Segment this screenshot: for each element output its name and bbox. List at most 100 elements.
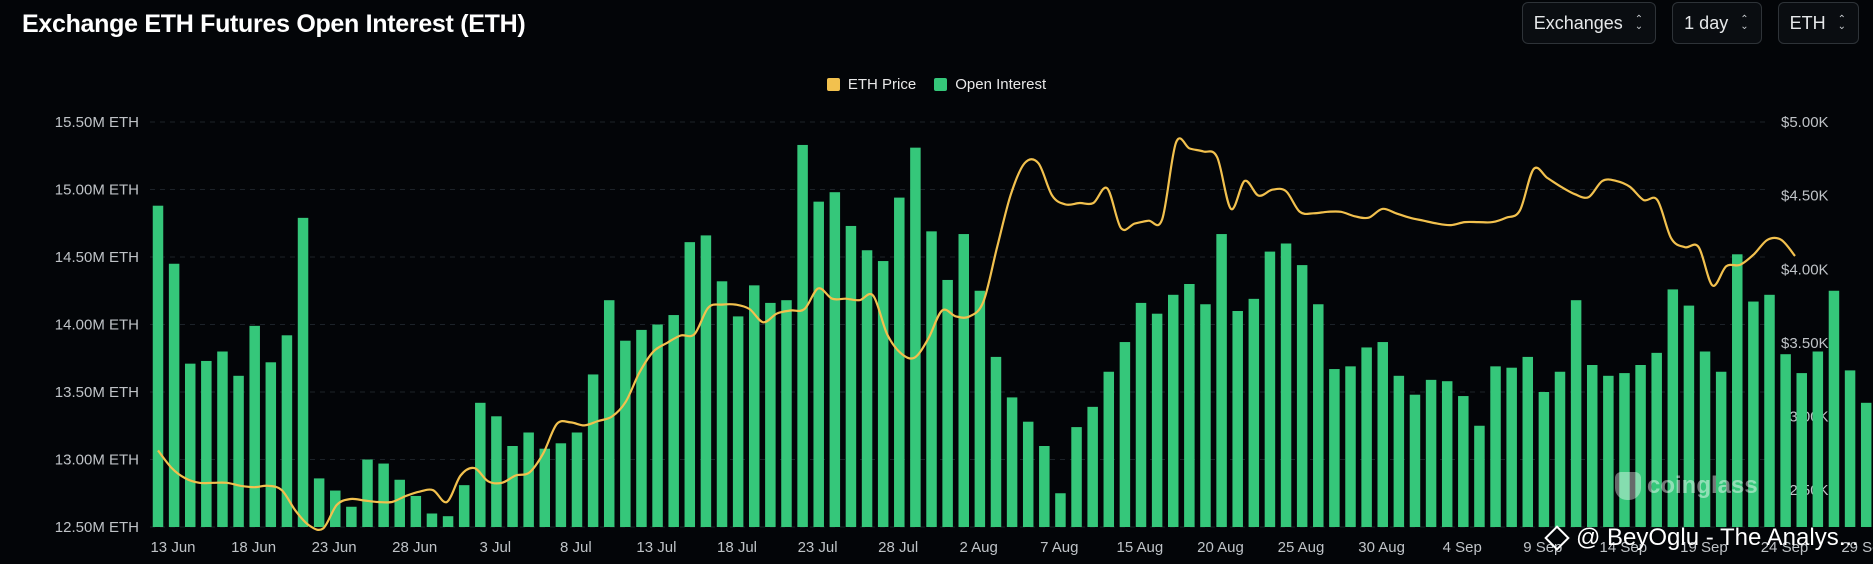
x-axis-tick-label: 4 Sep: [1443, 539, 1482, 556]
interval-select[interactable]: 1 day ⌃ ⌄: [1672, 2, 1762, 44]
open-interest-bar: [346, 506, 357, 527]
open-interest-bar: [845, 225, 857, 527]
chevron-updown-icon: ⌃ ⌄: [1837, 14, 1846, 32]
interval-select-label: 1 day: [1684, 12, 1729, 33]
open-interest-bar: [1280, 243, 1292, 527]
open-interest-bar: [926, 231, 937, 527]
open-interest-bar: [974, 290, 986, 527]
open-interest-bar: [1474, 425, 1485, 527]
open-interest-bar: [636, 329, 647, 527]
open-interest-bar: [1200, 304, 1211, 527]
open-interest-bar: [1345, 366, 1356, 527]
open-interest-bar: [1715, 371, 1727, 527]
credit-overlay: @ BeyOglu - The Analys...: [1544, 524, 1859, 552]
open-interest-bar: [539, 448, 551, 527]
x-axis-tick-label: 18 Jun: [231, 539, 276, 556]
chart-controls: Exchanges ⌃ ⌄ 1 day ⌃ ⌄ ETH ⌃ ⌄: [1521, 2, 1859, 44]
right-axis-tick-label: $5.00K: [1781, 114, 1829, 131]
open-interest-bar: [829, 192, 841, 527]
open-interest-bar: [281, 335, 293, 527]
open-interest-bar: [1458, 396, 1469, 527]
exchanges-select-label: Exchanges: [1533, 12, 1623, 33]
eth-price-line-group: [157, 137, 1796, 531]
open-interest-bar: [652, 324, 663, 527]
open-interest-bar: [217, 351, 228, 527]
open-interest-bar: [1812, 351, 1824, 527]
chevron-updown-icon: ⌃ ⌄: [1740, 14, 1749, 32]
open-interest-bar: [1764, 294, 1775, 527]
open-interest-bar: [732, 316, 744, 527]
x-axis-tick-label: 24 Sep: [1761, 539, 1809, 556]
x-axis-tick-label: 25 Aug: [1278, 539, 1325, 556]
open-interest-bar: [1490, 366, 1501, 527]
open-interest-bar: [1554, 371, 1566, 527]
x-axis-tick-label: 13 Jun: [150, 539, 195, 556]
open-interest-bar: [1184, 284, 1195, 527]
open-interest-bar: [861, 250, 873, 527]
x-axis: 13 Jun 18 Jun 23 Jun 28 Jun 3 Jul 8 Jul 13 Jul…: [150, 539, 1873, 556]
open-interest-bar: [426, 513, 438, 527]
open-interest-bar: [1699, 351, 1711, 527]
open-interest-bar: [1506, 367, 1517, 527]
x-axis-tick-label: 8 Jul: [560, 539, 592, 556]
open-interest-bar: [1296, 265, 1308, 527]
open-interest-bar: [265, 362, 277, 527]
x-axis-tick-label: 29 Sep: [1841, 539, 1873, 556]
open-interest-bar: [877, 261, 889, 527]
open-interest-bar: [1087, 406, 1098, 527]
coinglass-watermark: coinglass: [1615, 472, 1758, 500]
credit-text: @ BeyOglu - The Analys...: [1576, 524, 1859, 551]
unit-select[interactable]: ETH ⌃ ⌄: [1777, 2, 1859, 44]
open-interest-bar: [410, 495, 422, 527]
open-interest-bar: [1425, 379, 1437, 527]
open-interest-bar: [1748, 301, 1759, 527]
legend-swatch-eth-price: [826, 78, 840, 91]
open-interest-bar: [1828, 290, 1840, 527]
open-interest-bar: [1732, 254, 1743, 528]
open-interest-bar: [1119, 342, 1131, 527]
legend-item-open-interest[interactable]: Open Interest: [934, 76, 1046, 93]
open-interest-bar: [958, 234, 969, 528]
open-interest-bar: [442, 516, 454, 527]
open-interest-bar: [458, 485, 470, 527]
eth-price-line: [157, 137, 1796, 531]
watermark-text: coinglass: [1647, 472, 1758, 499]
open-interest-bar: [797, 144, 808, 527]
legend-swatch-open-interest: [934, 78, 948, 91]
open-interest-bar: [249, 325, 260, 527]
open-interest-bars: [152, 144, 1872, 528]
open-interest-bar: [1361, 347, 1372, 527]
x-axis-tick-label: 30 Aug: [1358, 539, 1405, 556]
x-axis-tick-label: 9 Sep: [1523, 539, 1562, 556]
open-interest-bar: [1603, 375, 1614, 527]
open-interest-bar: [603, 300, 615, 527]
right-axis-tick-label: $4.00K: [1781, 261, 1829, 278]
open-interest-bar: [201, 360, 212, 527]
left-axis-tick-label: 13.00M ETH: [55, 452, 139, 469]
open-interest-bar: [313, 478, 325, 527]
open-interest-bar: [1135, 302, 1147, 527]
coinglass-logo-icon: [1615, 472, 1641, 500]
open-interest-bar: [1570, 300, 1582, 527]
open-interest-bar: [749, 285, 760, 527]
open-interest-bar: [1860, 402, 1872, 527]
x-axis-tick-label: 28 Jun: [392, 539, 437, 556]
open-interest-bar: [1022, 421, 1034, 527]
open-interest-bar: [1232, 311, 1243, 527]
open-interest-bar: [894, 197, 905, 527]
open-interest-bar: [233, 375, 244, 527]
open-interest-bar: [1393, 375, 1405, 527]
x-axis-tick-label: 19 Sep: [1680, 539, 1728, 556]
left-axis: 15.50M ETH 15.00M ETH 14.50M ETH 14.00M ETH…: [55, 114, 139, 536]
open-interest-bar: [1409, 394, 1421, 527]
open-interest-bar: [1103, 371, 1115, 527]
open-interest-bar: [813, 201, 824, 527]
exchanges-select[interactable]: Exchanges ⌃ ⌄: [1521, 2, 1657, 44]
x-axis-tick-label: 3 Jul: [479, 539, 511, 556]
open-interest-bar: [1619, 373, 1630, 527]
open-interest-bar: [1167, 294, 1179, 527]
open-interest-bar: [1844, 370, 1856, 527]
x-axis-tick-label: 18 Jul: [717, 539, 757, 556]
legend-item-eth-price[interactable]: ETH Price: [826, 76, 916, 93]
